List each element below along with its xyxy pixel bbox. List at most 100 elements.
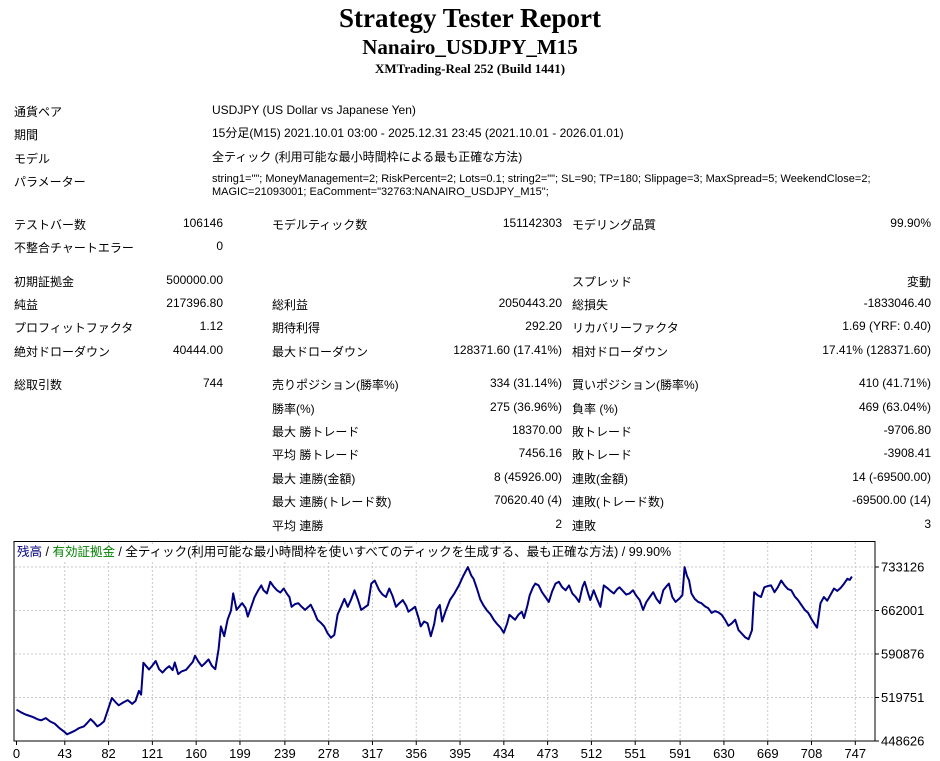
stat-label: スプレッド: [572, 274, 633, 289]
stat-value: 1.12: [199, 319, 223, 334]
stat-label: 純益: [14, 298, 39, 313]
stat-label: 総損失: [572, 298, 609, 313]
y-tick-label: 448626: [881, 734, 924, 749]
table-row: 純益 217396.80 総利益 2050443.20 総損失 -1833046.40: [0, 296, 940, 319]
table-row: 絶対ドローダウン 40444.00 最大ドローダウン 128371.60 (17.41…: [0, 343, 940, 366]
settings-table: 通貨ペア USDJPY (US Dollar vs Japanese Yen) 期間…: [0, 103, 940, 216]
stat-label: 総利益: [272, 298, 309, 313]
balance-chart-svg: 448626 519751 590876 662001 733126 0 43 82 121 16…: [13, 541, 924, 761]
table-row: モデル 全ティック (利用可能な最小時間枠による最も正確な方法): [0, 150, 940, 173]
stat-label: 相対ドローダウン: [572, 344, 669, 359]
setting-value: string1=""; MoneyManagement=2; RiskPerce…: [212, 172, 871, 199]
stat-value: -1833046.40: [863, 296, 931, 311]
stat-label: 最大 連勝(トレード数): [272, 495, 392, 510]
x-axis-labels: 0 43 82 121 160 199 239 278 317 356 395 434 473 512 55…: [13, 746, 866, 761]
stat-value: 275 (36.96%): [489, 399, 562, 414]
stat-label: 連敗: [572, 518, 597, 533]
ea-name: Nanairo_USDJPY_M15: [362, 35, 578, 59]
table-row: テストバー数 106146 モデルティック数 151142303 モデリング品質 99.9…: [0, 216, 940, 239]
x-tick-label: 239: [274, 746, 296, 761]
x-tick-label: 278: [318, 746, 340, 761]
stat-label: 不整合チャートエラー: [14, 241, 134, 256]
balance-chart: 448626 519751 590876 662001 733126 0 43 82 121 16…: [0, 541, 940, 761]
legend-item: 有効証拠金: [52, 545, 115, 559]
x-tick-label: 395: [449, 746, 471, 761]
x-tick-label: 591: [669, 746, 691, 761]
table-row: 総取引数 744 売りポジション(勝率%) 334 (31.14%) 買いポジション(勝…: [0, 376, 940, 399]
stat-label: 最大ドローダウン: [272, 344, 369, 359]
stat-value: 2: [555, 516, 562, 531]
setting-label: パラメーター: [14, 174, 86, 189]
setting-label: 通貨ペア: [14, 105, 63, 119]
legend-item: / 全ティック(利用可能な最小時間枠を使いすべてのティックを生成する、最も正確な…: [114, 545, 672, 559]
x-tick-label: 43: [58, 746, 72, 761]
stats-table: テストバー数 106146 モデルティック数 151142303 モデリング品質 99.9…: [0, 216, 940, 540]
stat-label: 平均 連勝: [272, 518, 324, 533]
x-tick-label: 317: [362, 746, 384, 761]
stat-label: 最大 連勝(金額): [272, 471, 356, 486]
setting-value: 全ティック (利用可能な最小時間枠による最も正確な方法): [212, 149, 523, 164]
stat-value: 1.69 (YRF: 0.40): [842, 319, 931, 334]
stat-label: 敗トレード: [572, 448, 633, 463]
x-tick-label: 356: [405, 746, 427, 761]
stat-value: 99.90%: [890, 215, 931, 230]
stat-label: 平均 勝トレード: [272, 448, 360, 463]
stat-value: 14 (-69500.00): [852, 469, 931, 484]
stat-value: 70620.40 (4): [493, 493, 562, 508]
stat-label: 買いポジション(勝率%): [572, 378, 699, 393]
stat-value: 217396.80: [166, 296, 223, 311]
table-row: 勝率(%) 275 (36.96%) 負率 (%) 469 (63.04%): [0, 400, 940, 423]
x-tick-label: 199: [229, 746, 251, 761]
stat-label: モデリング品質: [572, 217, 657, 232]
x-tick-label: 708: [801, 746, 823, 761]
balance-curve: [15, 566, 853, 736]
y-tick-label: 662001: [881, 603, 924, 618]
stat-label: 最大 勝トレード: [272, 425, 360, 440]
setting-value: 15分足(M15) 2021.10.01 03:00 - 2025.12.31 …: [212, 126, 624, 141]
stat-value: 151142303: [502, 215, 562, 230]
table-row: 通貨ペア USDJPY (US Dollar vs Japanese Yen): [0, 103, 940, 126]
table-row: 平均 連勝 2 連敗 3: [0, 517, 940, 540]
stat-value: 106146: [182, 215, 223, 230]
stat-value: 変動: [906, 274, 931, 289]
table-row: 最大 連勝(トレード数) 70620.40 (4) 連敗(トレード数) -69500.…: [0, 493, 940, 516]
stat-value: 0: [216, 239, 223, 254]
stat-label: 絶対ドローダウン: [14, 344, 111, 359]
table-row: 平均 勝トレード 7456.16 敗トレード -3908.41: [0, 446, 940, 469]
y-axis-labels: 448626 519751 590876 662001 733126: [881, 560, 924, 749]
stat-value: -3908.41: [883, 446, 931, 461]
table-row: 不整合チャートエラー 0: [0, 239, 940, 262]
table-row: パラメーター string1=""; MoneyManagement=2; Ris…: [0, 173, 940, 216]
legend-item: 残高: [17, 545, 43, 559]
stat-label: 期待利得: [272, 321, 321, 336]
stat-value: -9706.80: [883, 423, 931, 438]
axis-ticks: [16, 566, 879, 745]
report-title: Strategy Tester Report: [339, 3, 601, 33]
stat-label: 勝率(%): [272, 401, 315, 416]
setting-value: USDJPY (US Dollar vs Japanese Yen): [212, 103, 416, 117]
x-tick-label: 669: [757, 746, 779, 761]
legend-item: /: [42, 545, 53, 559]
stat-value: 410 (41.71%): [858, 376, 931, 391]
x-tick-label: 512: [581, 746, 603, 761]
stat-value: 3: [924, 516, 931, 531]
stat-label: 総取引数: [14, 378, 63, 393]
x-tick-label: 121: [142, 746, 164, 761]
x-tick-label: 160: [185, 746, 207, 761]
chart-grid: [15, 542, 874, 740]
stat-label: 売りポジション(勝率%): [272, 378, 399, 393]
x-tick-label: 630: [713, 746, 735, 761]
stat-label: リカバリーファクタ: [572, 321, 679, 336]
stat-label: 負率 (%): [572, 401, 618, 416]
stat-value: 2050443.20: [498, 296, 562, 311]
stat-value: 128371.60 (17.41%): [453, 342, 562, 357]
x-tick-label: 473: [537, 746, 559, 761]
setting-label: 期間: [14, 128, 39, 143]
y-tick-label: 733126: [881, 560, 924, 575]
x-tick-label: 551: [624, 746, 646, 761]
setting-label: モデル: [14, 151, 51, 166]
stat-value: 469 (63.04%): [858, 399, 931, 414]
y-tick-label: 519751: [881, 690, 924, 705]
stat-label: 敗トレード: [572, 425, 633, 440]
